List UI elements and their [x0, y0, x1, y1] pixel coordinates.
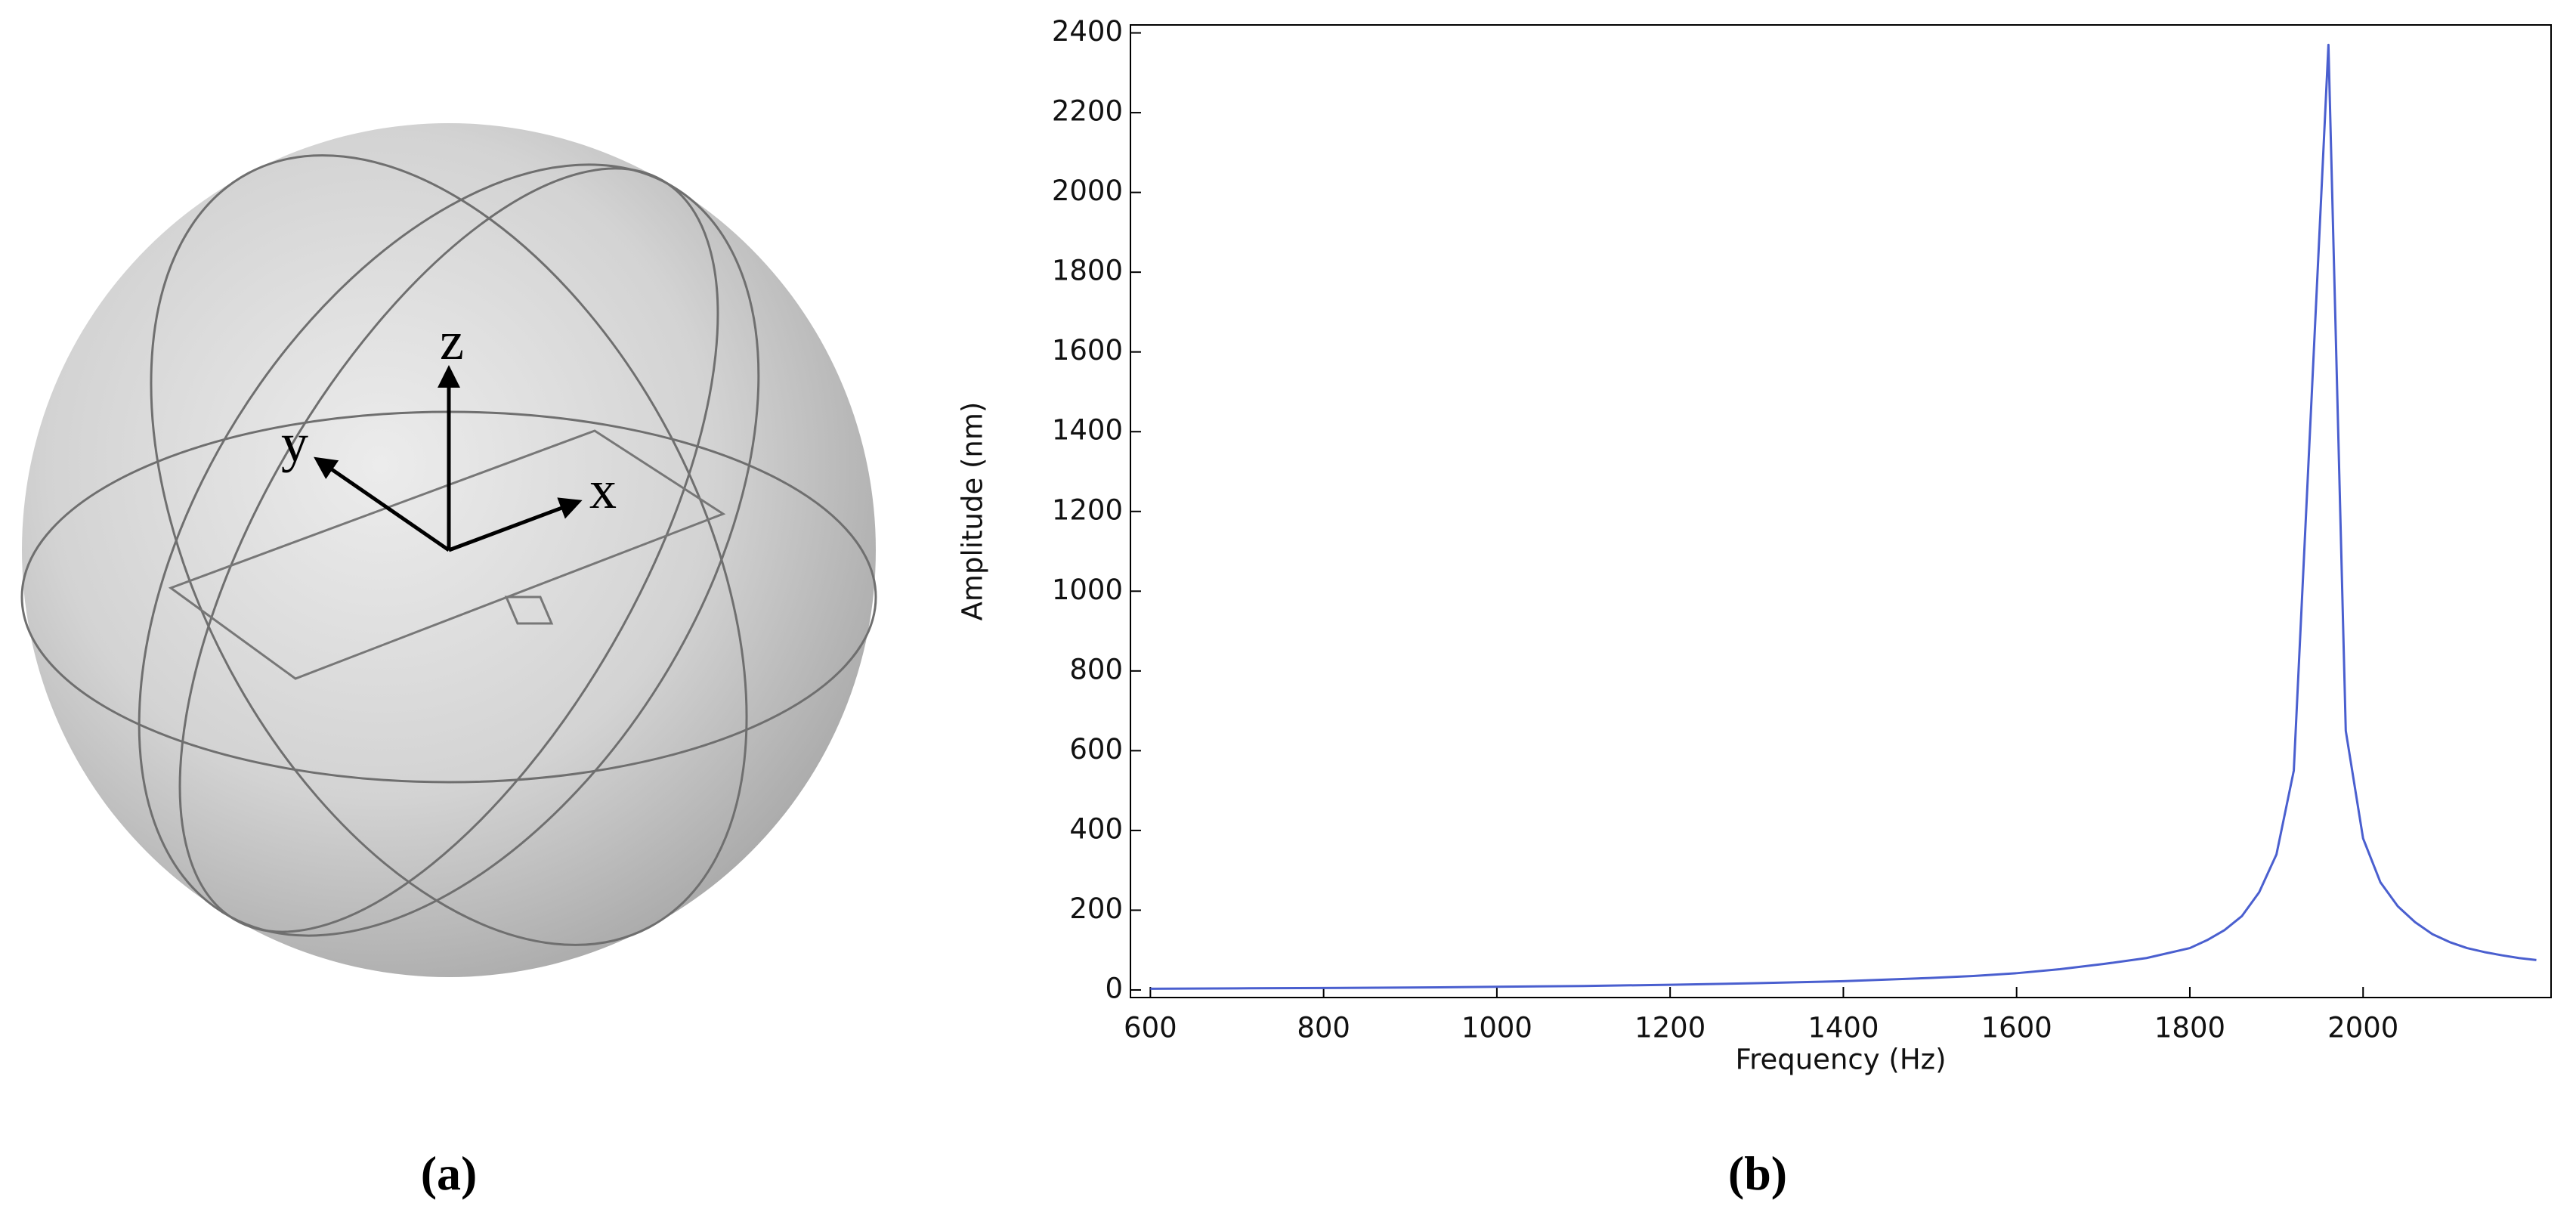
- y-tick-label: 2200: [1052, 95, 1123, 128]
- chart: 0 200 400 600 800 1000 1200 1400 1600 1800 2000 220…: [957, 15, 2552, 1076]
- x-tick-label: 800: [1297, 1012, 1350, 1044]
- x-tick-label: 2000: [2327, 1012, 2398, 1044]
- y-tick-label: 1800: [1052, 255, 1123, 287]
- z-label: z: [440, 311, 464, 371]
- y-tick-label: 2000: [1052, 175, 1123, 207]
- x-tick-label: 1000: [1461, 1012, 1532, 1044]
- x-tick-label: 1400: [1808, 1012, 1879, 1044]
- y-tick-label: 1200: [1052, 493, 1123, 526]
- y-label: y: [281, 413, 308, 473]
- y-axis-label: Amplitude (nm): [957, 402, 989, 621]
- stub: [504, 595, 554, 625]
- axes-arrows: [314, 365, 583, 552]
- caption: (a): [421, 1146, 478, 1200]
- data-line: [1150, 43, 2537, 990]
- caption: (b): [1728, 1146, 1787, 1200]
- x-tick-label: 600: [1124, 1012, 1177, 1044]
- sphere-diagram: z y x: [20, 123, 877, 977]
- x-tick-label: 1800: [2154, 1012, 2225, 1044]
- y-tick-label: 600: [1069, 733, 1123, 766]
- x-axis-label: Frequency (Hz): [1735, 1044, 1946, 1076]
- y-tick-label: 200: [1069, 892, 1123, 925]
- y-tick-label: 1600: [1052, 334, 1123, 367]
- plot-frame: [1130, 24, 2552, 998]
- x-tick-label: 1600: [1981, 1012, 2052, 1044]
- plate: [168, 429, 726, 680]
- x-label: x: [589, 459, 617, 520]
- y-tick-label: 0: [1105, 972, 1123, 1004]
- y-tick-label: 1000: [1052, 574, 1123, 606]
- y-tick-label: 400: [1069, 812, 1123, 845]
- y-tick-label: 2400: [1052, 15, 1123, 48]
- x-tick-label: 1200: [1634, 1012, 1705, 1044]
- y-tick-label: 1400: [1052, 414, 1123, 447]
- y-tick-label: 800: [1069, 653, 1123, 685]
